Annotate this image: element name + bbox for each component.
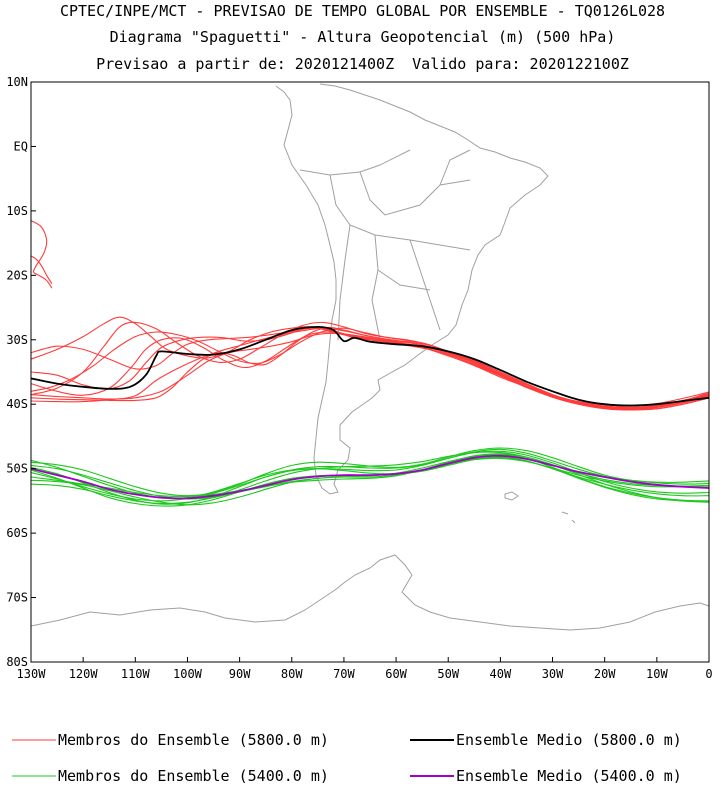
south-georgia xyxy=(561,511,576,524)
member-5800-line-10 xyxy=(31,220,53,289)
country-borders xyxy=(299,149,471,341)
south-america-coast xyxy=(275,83,549,495)
member-5800-line-6 xyxy=(31,332,709,410)
y-tick-label: 50S xyxy=(6,462,28,476)
y-tick-label: EQ xyxy=(14,139,28,153)
members-5800-group xyxy=(31,220,709,411)
member-5800-line-9 xyxy=(31,331,709,410)
y-tick-label: 30S xyxy=(6,333,28,347)
x-tick-label: 0 xyxy=(705,667,712,681)
x-tick-label: 30W xyxy=(542,667,564,681)
legend-label-2: Ensemble Medio (5800.0 m) xyxy=(456,731,682,749)
y-axis: 10N EQ 10S 20S 30S 40S 50S 60S 70S 80S xyxy=(6,75,36,669)
y-tick-label: 70S xyxy=(6,591,28,605)
x-tick-label: 40W xyxy=(490,667,512,681)
member-5800-line-11 xyxy=(31,255,53,284)
x-tick-label: 110W xyxy=(121,667,151,681)
member-5400-line-8 xyxy=(31,457,709,506)
legend-label-4: Ensemble Medio (5400.0 m) xyxy=(456,767,682,785)
falklands xyxy=(504,491,519,501)
x-tick-label: 20W xyxy=(594,667,616,681)
antarctica-coast xyxy=(31,554,709,631)
x-tick-label: 60W xyxy=(385,667,407,681)
member-5400-line-5 xyxy=(31,453,709,503)
y-tick-label: 60S xyxy=(6,526,28,540)
member-5800-line-5 xyxy=(31,327,709,409)
member-5800-line-7 xyxy=(31,327,709,407)
member-5800-line-8 xyxy=(31,327,709,410)
x-tick-label: 130W xyxy=(17,667,47,681)
member-5400-line-7 xyxy=(31,457,709,503)
y-tick-label: 10N xyxy=(6,75,28,89)
member-5400-line-4 xyxy=(31,448,709,499)
y-tick-label: 80S xyxy=(6,655,28,669)
legend-label-1: Membros do Ensemble (5800.0 m) xyxy=(58,731,329,749)
plot-frame xyxy=(30,81,710,663)
legend-label-3: Membros do Ensemble (5400.0 m) xyxy=(58,767,329,785)
x-tick-label: 120W xyxy=(69,667,99,681)
member-5800-line-2 xyxy=(31,321,709,411)
x-tick-label: 70W xyxy=(333,667,355,681)
member-5400-line-6 xyxy=(31,451,709,500)
ensemble-mean-5400-line xyxy=(31,454,709,500)
ensemble-mean-5800-line xyxy=(31,325,709,407)
chart-title-line-3: Previsao a partir de: 2020121400Z Valido… xyxy=(96,55,629,73)
chart-title-line-2: Diagrama "Spaguetti" - Altura Geopotenci… xyxy=(109,28,616,46)
y-tick-label: 10S xyxy=(6,204,28,218)
ensemble-means-group xyxy=(31,325,709,500)
y-tick-label: 40S xyxy=(6,397,28,411)
x-tick-label: 10W xyxy=(646,667,668,681)
coastline-map xyxy=(31,83,709,631)
x-tick-label: 50W xyxy=(437,667,459,681)
y-tick-label: 20S xyxy=(6,268,28,282)
x-tick-label: 80W xyxy=(281,667,303,681)
x-axis: 130W 120W 110W 100W 90W 80W 70W 60W 50W 40W 30W 20W… xyxy=(17,657,713,681)
x-tick-label: 90W xyxy=(229,667,251,681)
x-tick-label: 100W xyxy=(173,667,203,681)
chart-title-line-1: CPTEC/INPE/MCT - PREVISAO DE TEMPO GLOBA… xyxy=(59,2,666,20)
member-5400-line-9 xyxy=(31,450,709,505)
legend: Membros do Ensemble (5800.0 m) Ensemble M… xyxy=(12,731,682,785)
member-5800-line-1 xyxy=(31,316,709,408)
